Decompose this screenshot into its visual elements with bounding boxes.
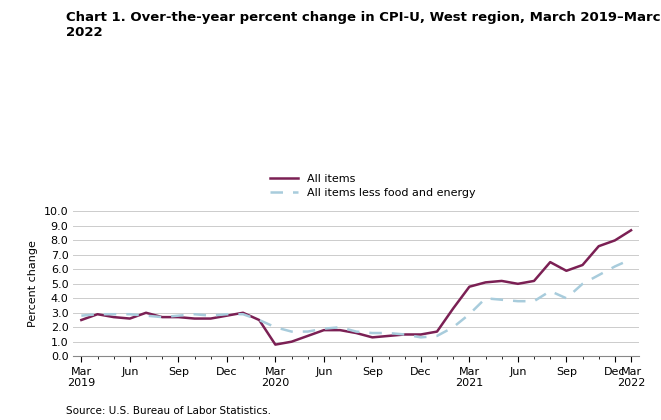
All items xyxy=(255,318,263,323)
All items xyxy=(546,260,554,265)
All items xyxy=(595,244,603,249)
All items less food and energy xyxy=(272,325,280,330)
All items less food and energy xyxy=(563,296,570,301)
All items less food and energy xyxy=(288,329,295,334)
All items less food and energy xyxy=(336,325,344,330)
All items xyxy=(368,335,376,340)
All items xyxy=(288,339,295,344)
All items less food and energy xyxy=(530,299,538,304)
All items less food and energy xyxy=(223,312,231,317)
All items less food and energy xyxy=(190,312,198,317)
All items less food and energy xyxy=(578,281,586,286)
All items less food and energy xyxy=(175,313,182,318)
All items less food and energy xyxy=(110,312,118,317)
All items xyxy=(498,278,506,284)
All items less food and energy xyxy=(433,333,441,339)
All items xyxy=(94,312,102,317)
All items xyxy=(482,280,490,285)
All items xyxy=(223,313,231,318)
All items less food and energy xyxy=(94,312,102,317)
Text: Source: U.S. Bureau of Labor Statistics.: Source: U.S. Bureau of Labor Statistics. xyxy=(66,406,271,416)
All items less food and energy xyxy=(611,264,619,269)
All items xyxy=(77,318,85,323)
All items xyxy=(417,332,425,337)
All items less food and energy xyxy=(627,257,635,262)
All items xyxy=(627,228,635,233)
All items xyxy=(449,306,457,311)
All items xyxy=(611,238,619,243)
All items xyxy=(578,262,586,268)
All items xyxy=(465,284,473,289)
All items xyxy=(336,328,344,333)
Y-axis label: Percent change: Percent change xyxy=(28,240,38,327)
All items less food and energy xyxy=(368,331,376,336)
All items less food and energy xyxy=(385,331,393,336)
All items xyxy=(126,316,134,321)
All items less food and energy xyxy=(498,297,506,302)
All items less food and energy xyxy=(482,296,490,301)
All items less food and energy xyxy=(320,326,328,331)
All items xyxy=(563,268,570,273)
All items less food and energy xyxy=(401,332,408,337)
All items less food and energy xyxy=(303,329,311,334)
All items xyxy=(530,278,538,284)
All items xyxy=(385,333,393,339)
All items less food and energy xyxy=(417,335,425,340)
All items xyxy=(401,332,408,337)
All items xyxy=(175,315,182,320)
All items less food and energy xyxy=(546,289,554,294)
All items less food and energy xyxy=(255,318,263,323)
All items less food and energy xyxy=(465,312,473,317)
All items less food and energy xyxy=(158,315,166,320)
All items xyxy=(142,310,150,315)
All items xyxy=(320,328,328,333)
All items xyxy=(433,329,441,334)
Text: Chart 1. Over-the-year percent change in CPI-U, West region, March 2019–March
20: Chart 1. Over-the-year percent change in… xyxy=(66,10,661,39)
All items less food and energy xyxy=(514,299,522,304)
All items xyxy=(303,333,311,339)
All items xyxy=(239,310,247,315)
All items xyxy=(190,316,198,321)
All items less food and energy xyxy=(126,312,134,317)
All items xyxy=(352,331,360,336)
All items less food and energy xyxy=(207,313,215,318)
All items xyxy=(272,342,280,347)
All items less food and energy xyxy=(77,313,85,318)
All items xyxy=(207,316,215,321)
Line: All items: All items xyxy=(81,230,631,344)
All items less food and energy xyxy=(352,329,360,334)
Line: All items less food and energy: All items less food and energy xyxy=(81,259,631,337)
All items xyxy=(514,281,522,286)
All items xyxy=(110,315,118,320)
All items xyxy=(158,315,166,320)
Legend: All items, All items less food and energy: All items, All items less food and energ… xyxy=(270,173,475,199)
All items less food and energy xyxy=(595,273,603,278)
All items less food and energy xyxy=(142,313,150,318)
All items less food and energy xyxy=(449,325,457,330)
All items less food and energy xyxy=(239,312,247,317)
